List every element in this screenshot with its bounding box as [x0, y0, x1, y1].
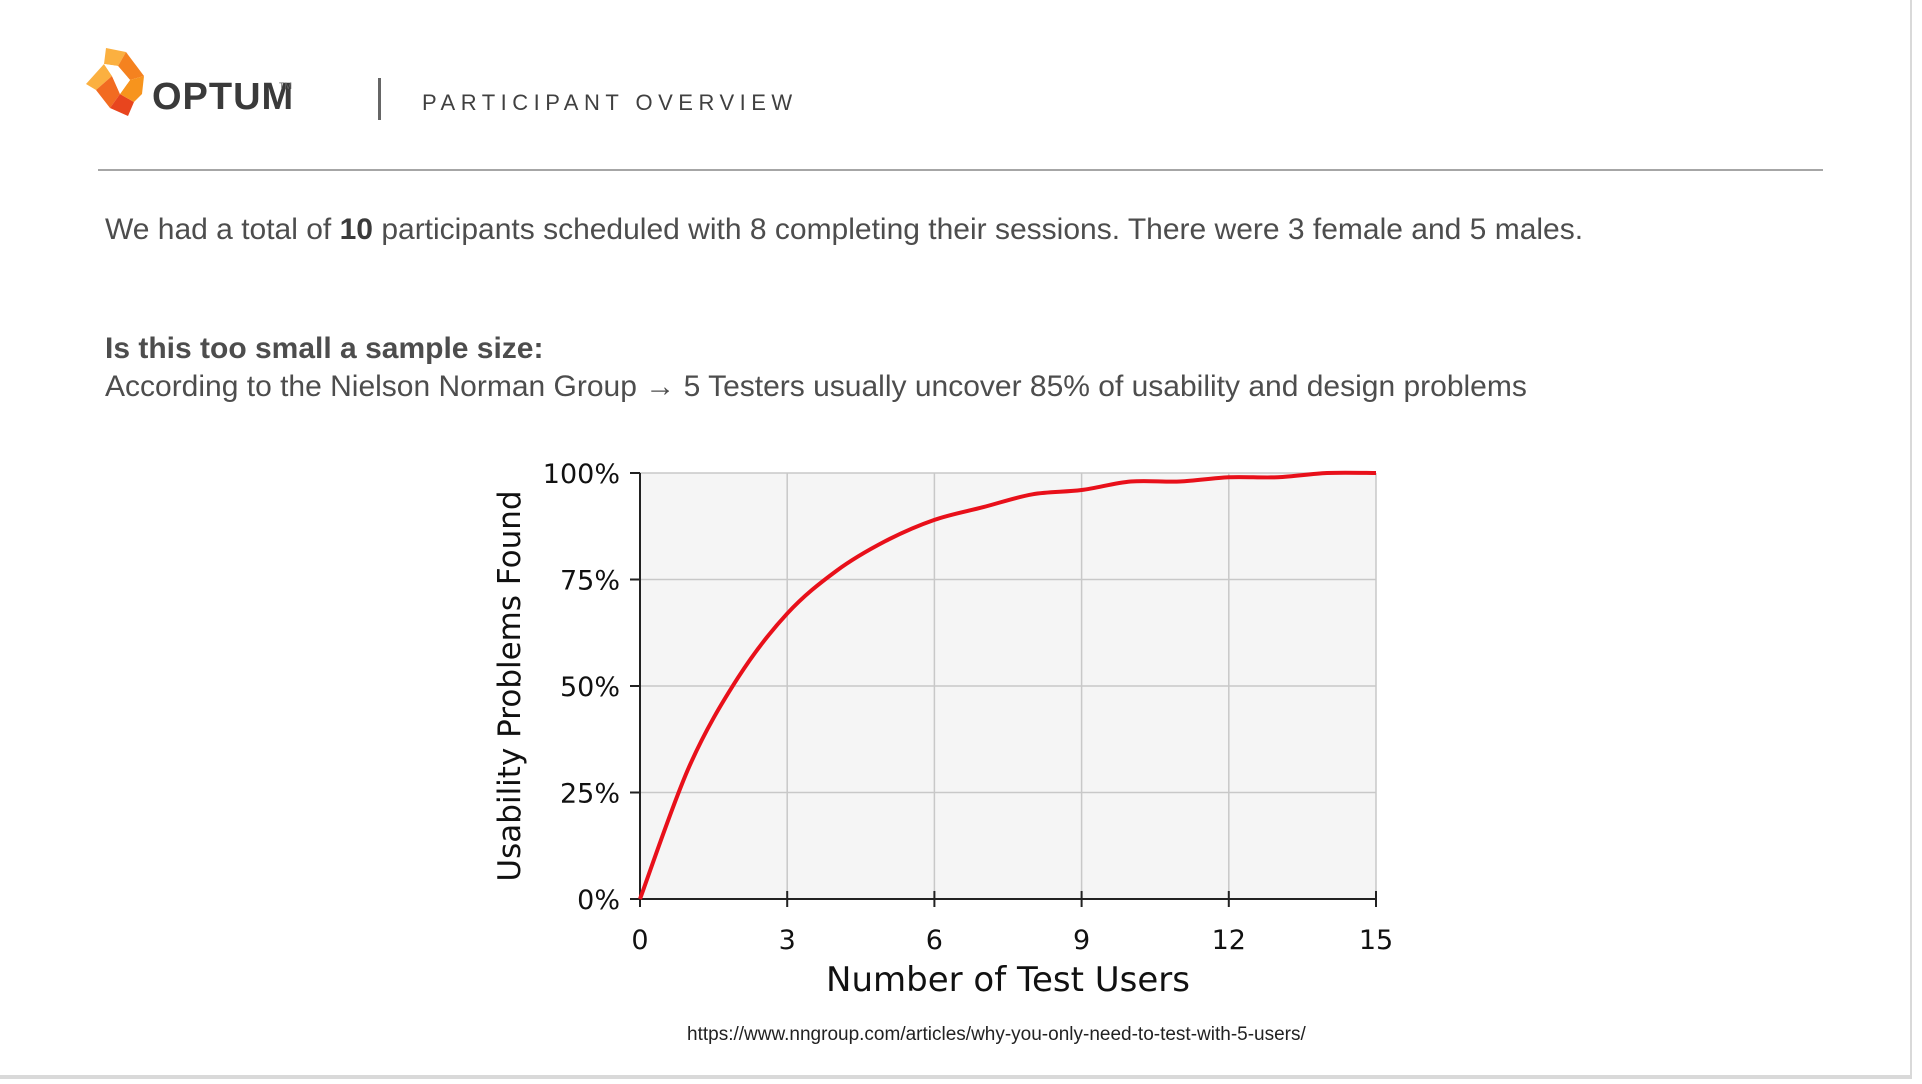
optum-logo-mark-icon — [86, 48, 144, 116]
brand-name: OPTUM — [152, 76, 295, 118]
optum-logo: OPTUM TM — [84, 46, 334, 126]
x-tick-label: 6 — [926, 925, 943, 956]
x-tick-label: 9 — [1073, 925, 1090, 956]
x-tick-label: 15 — [1359, 925, 1393, 956]
section-title: PARTICIPANT OVERVIEW — [422, 90, 798, 115]
summary-text: We had a total of 10 participants schedu… — [105, 213, 1583, 247]
chart-svg: 0 3 6 9 12 15 0% 25% 50% 75% 100% Number of Test U… — [492, 459, 1393, 1000]
x-axis-label: Number of Test Users — [826, 960, 1190, 1000]
x-tick-label: 0 — [631, 925, 648, 956]
header-rule — [98, 169, 1823, 171]
series-curve — [638, 470, 1377, 900]
question-body: According to the Nielson Norman Group → … — [105, 370, 1527, 403]
y-axis-label: Usability Problems Found — [492, 490, 528, 881]
question-title: Is this too small a sample size: — [105, 332, 544, 365]
y-tick-label: 25% — [560, 779, 620, 810]
source-link[interactable]: https://www.nngroup.com/articles/why-you… — [687, 1024, 1306, 1045]
x-tick-label: 12 — [1212, 925, 1246, 956]
y-tick-label: 100% — [543, 459, 620, 490]
summary-suffix: participants scheduled with 8 completing… — [372, 213, 1584, 246]
x-tick-label: 3 — [779, 925, 796, 956]
y-tick-label: 75% — [560, 566, 620, 597]
trademark-mark: TM — [279, 81, 292, 91]
header-divider — [378, 78, 381, 120]
summary-highlight: 10 — [339, 213, 373, 246]
y-tick-label: 50% — [560, 672, 620, 703]
y-tick-label: 0% — [577, 885, 620, 916]
usability-chart: 0 3 6 9 12 15 0% 25% 50% 75% 100% Number of Test U… — [485, 455, 1393, 1005]
summary-prefix: We had a total of — [105, 213, 340, 246]
tick-labels: 0 3 6 9 12 15 0% 25% 50% 75% 100% — [543, 459, 1393, 956]
